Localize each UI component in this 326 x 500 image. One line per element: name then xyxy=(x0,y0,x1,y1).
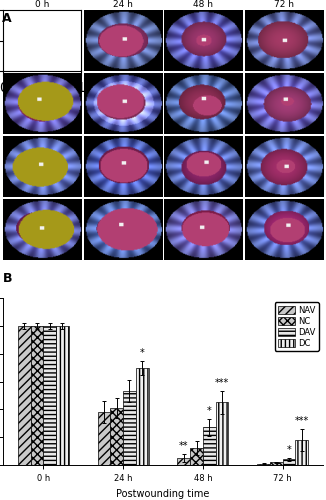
Text: **: ** xyxy=(179,441,188,451)
Text: *: * xyxy=(207,406,212,416)
Text: B: B xyxy=(3,272,13,285)
Bar xyxy=(56,326,69,465)
Bar xyxy=(203,428,216,465)
Title: 24 h: 24 h xyxy=(113,0,133,9)
Bar xyxy=(177,458,190,465)
Text: ***: *** xyxy=(295,416,309,426)
Bar xyxy=(97,412,110,465)
Bar xyxy=(136,368,149,465)
Legend: NAV, NC, DAV, DC: NAV, NC, DAV, DC xyxy=(274,302,319,351)
Bar xyxy=(43,326,56,465)
Bar xyxy=(190,448,203,465)
Text: ***: *** xyxy=(215,378,229,388)
Bar xyxy=(31,326,43,465)
Bar xyxy=(123,392,136,465)
Title: 48 h: 48 h xyxy=(193,0,213,9)
Title: 0 h: 0 h xyxy=(35,0,50,9)
Bar xyxy=(18,326,31,465)
Bar xyxy=(216,402,229,465)
Text: A: A xyxy=(2,12,11,26)
X-axis label: Postwounding time: Postwounding time xyxy=(116,488,210,498)
Bar xyxy=(257,464,270,465)
Text: *: * xyxy=(287,446,291,456)
Bar xyxy=(295,440,308,465)
Bar xyxy=(110,408,123,465)
Title: 72 h: 72 h xyxy=(274,0,294,9)
Bar xyxy=(270,462,283,465)
Bar xyxy=(283,460,295,465)
Text: *: * xyxy=(140,348,145,358)
